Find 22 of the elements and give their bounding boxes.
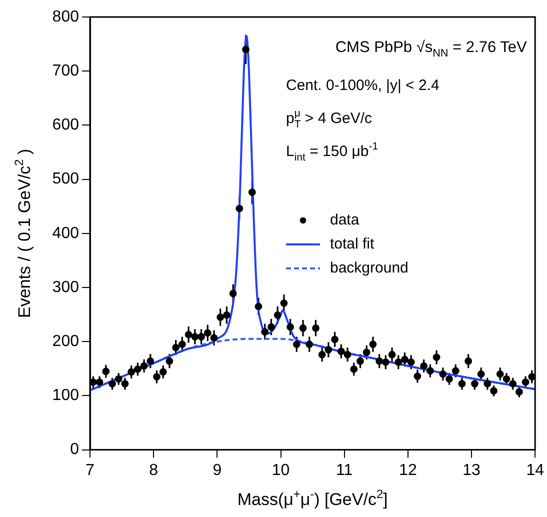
x-tick-label: 8	[149, 462, 158, 479]
y-tick-label: 600	[52, 116, 80, 134]
legend-label: background	[330, 260, 408, 277]
x-tick-label: 9	[212, 462, 222, 479]
y-tick-label: 0	[70, 441, 80, 458]
legend-label: total fit	[330, 236, 376, 253]
x-tick-label: 12	[399, 462, 417, 479]
legend-label: data	[330, 212, 360, 229]
y-tick-label: 300	[52, 278, 80, 296]
x-tick-label: 14	[526, 462, 544, 479]
y-tick-label: 700	[52, 62, 80, 80]
x-tick-label: 11	[336, 462, 353, 479]
x-tick-label: 13	[462, 462, 481, 479]
y-tick-label: 400	[52, 224, 80, 242]
annotation: Cent. 0-100%, |y| < 2.4	[286, 77, 440, 94]
x-tick-label: 7	[86, 462, 95, 479]
y-tick-label: 500	[52, 170, 80, 188]
y-axis-title: Events / ( 0.1 GeV/c2 )	[12, 148, 34, 318]
y-tick-label: 100	[52, 387, 80, 404]
y-tick-label: 200	[52, 333, 80, 350]
x-tick-label: 10	[272, 462, 290, 479]
y-tick-label: 800	[52, 8, 80, 26]
